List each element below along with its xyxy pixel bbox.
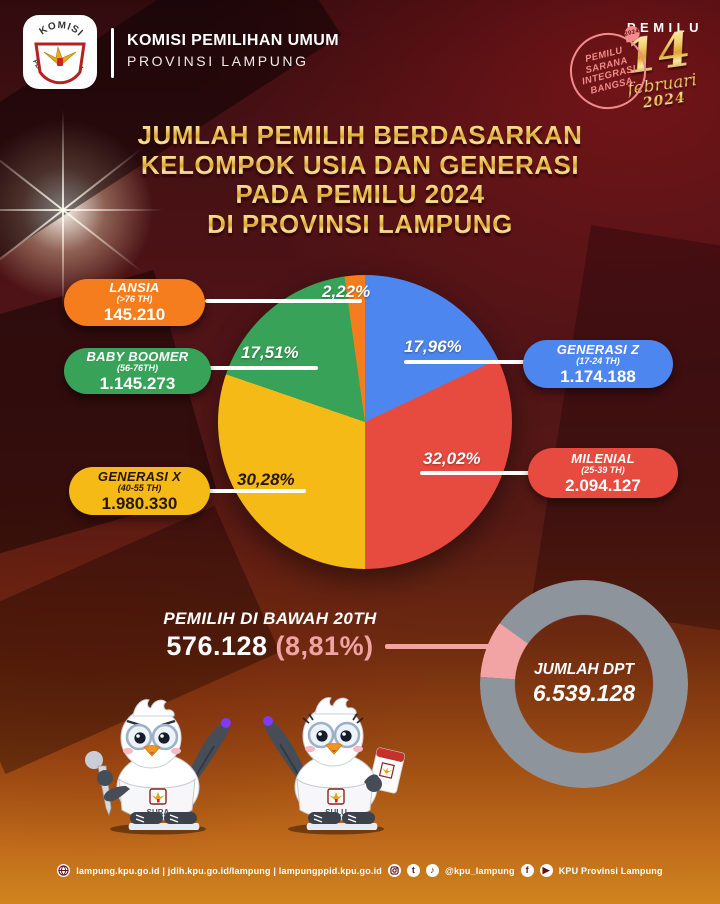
segment-value: 2.094.127 [565, 475, 641, 495]
segment-age-range: (17-24 TH) [576, 355, 620, 366]
segment-name: MILENIAL [571, 450, 635, 466]
segment-age-range: (56-76TH) [116, 362, 158, 373]
event-label: PEMILU [626, 20, 703, 35]
org-name: KOMISI PEMILIHAN UMUM PROVINSI LAMPUNG [127, 32, 339, 69]
instagram-icon [388, 864, 401, 877]
facebook-icon: f [520, 864, 534, 877]
connector-line [208, 366, 318, 370]
globe-icon [57, 864, 71, 877]
pie-label-lansia-pct: 2,22% [322, 282, 371, 301]
pie-label-milenial-pct: 32,02% [423, 449, 481, 468]
dpt-value: 6.539.128 [532, 680, 636, 706]
legend-pill-generasix: GENERASI X (40-55 TH) 1.980.330 [69, 467, 210, 515]
connector-line [404, 360, 528, 364]
mascot-sulu: SULU [263, 697, 406, 835]
mascot-sura: SURA [85, 699, 231, 835]
segment-age-range: (>76 TH) [116, 294, 153, 304]
footer-account-name: KPU Provinsi Lampung [558, 865, 663, 876]
background-shape [531, 225, 720, 635]
tiktok-icon: ♪ [426, 864, 439, 877]
pie-chart [218, 275, 512, 569]
donut-chart [480, 580, 688, 788]
segment-name: GENERASI Z [556, 341, 640, 357]
youtube-icon: ▶ [539, 864, 553, 877]
legend-pill-milenial: MILENIAL (25-39 TH) 2.094.127 [528, 448, 678, 498]
pie-label-generasix-pct: 30,28% [237, 470, 295, 489]
segment-name: BABY BOOMER [86, 348, 189, 364]
pie-label-generasiz-pct: 17,96% [404, 337, 462, 356]
segment-value: 145.210 [103, 305, 166, 324]
under20-pct: (8,81%) [275, 631, 374, 661]
title-line: KELOMPOK USIA DAN GENERASI [0, 150, 720, 181]
under20-value-row: 576.128 (8,81%) [130, 631, 410, 662]
donut-connector-line [385, 644, 495, 649]
twitter-icon: t [407, 864, 420, 877]
title-line: PADA PEMILU 2024 [0, 179, 720, 210]
kpu-logo: KOMISI PEMILIHAN UMUM [23, 15, 97, 89]
title-line: DI PROVINSI LAMPUNG [0, 209, 720, 240]
footer-websites: lampung.kpu.go.id | jdih.kpu.go.id/lampu… [76, 865, 382, 876]
footer-handle: @kpu_lampung [445, 865, 515, 876]
segment-value: 1.980.330 [101, 493, 178, 513]
legend-pill-babyboomer: BABY BOOMER (56-76TH) 1.145.273 [64, 348, 211, 394]
dpt-label: JUMLAH DPT [534, 661, 634, 678]
connector-line [420, 471, 532, 475]
title-line: JUMLAH PEMILIH BERDASARKAN [0, 120, 720, 151]
lens-flare-ray [0, 209, 163, 211]
connector-line [205, 299, 362, 303]
donut-center-text: JUMLAH DPT 6.539.128 [480, 580, 688, 788]
under20-stat: PEMILIH DI BAWAH 20TH 576.128 (8,81%) [130, 609, 410, 662]
header-divider [111, 28, 114, 78]
org-line2: PROVINSI LAMPUNG [127, 53, 309, 69]
segment-name: GENERASI X [97, 468, 182, 484]
legend-pill-generasiz: GENERASI Z (17-24 TH) 1.174.188 [523, 340, 673, 388]
under20-label: PEMILIH DI BAWAH 20TH [163, 609, 377, 628]
segment-name: LANSIA [109, 280, 160, 295]
under20-value: 576.128 [166, 631, 268, 661]
segment-age-range: (40-55 TH) [117, 482, 162, 493]
legend-pill-lansia: LANSIA (>76 TH) 145.210 [64, 279, 205, 326]
page-title: JUMLAH PEMILIH BERDASARKAN KELOMPOK USIA… [0, 120, 720, 240]
org-line1: KOMISI PEMILIHAN UMUM [127, 32, 339, 49]
pie-label-babyboomer-pct: 17,51% [241, 343, 299, 362]
footer-bar: lampung.kpu.go.id | jdih.kpu.go.id/lampu… [0, 864, 720, 877]
segment-value: 1.145.273 [99, 373, 176, 393]
segment-value: 1.174.188 [560, 366, 636, 386]
connector-line [208, 489, 306, 493]
segment-age-range: (25-39 TH) [581, 464, 625, 475]
